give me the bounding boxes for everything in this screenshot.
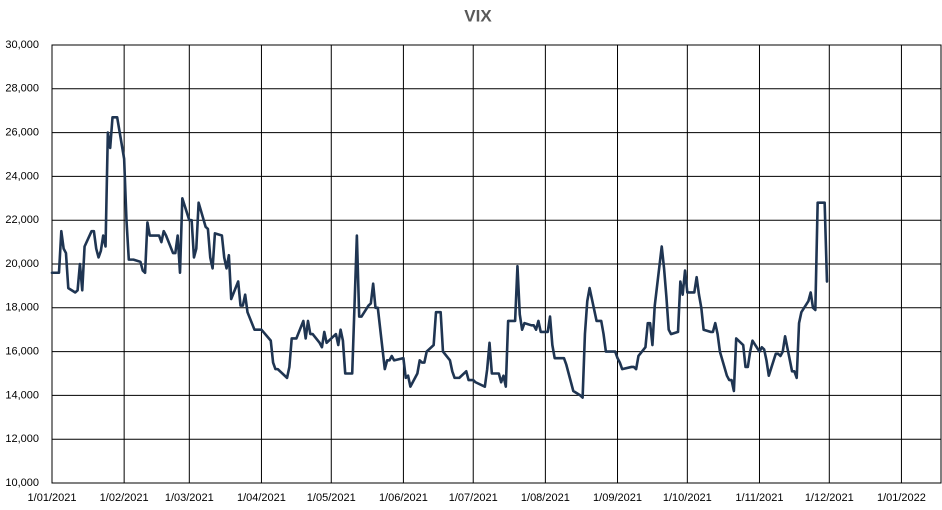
y-tick-label: 20,000 (5, 258, 39, 270)
x-tick-label: 1/03/2021 (165, 492, 214, 504)
y-tick-label: 10,000 (5, 477, 39, 489)
y-tick-label: 18,000 (5, 302, 39, 314)
x-tick-label: 1/01/2022 (877, 492, 926, 504)
y-tick-label: 30,000 (5, 39, 39, 51)
x-tick-label: 1/09/2021 (593, 492, 642, 504)
data-line (50, 115, 829, 399)
y-tick-label: 22,000 (5, 214, 39, 226)
x-tick-label: 1/05/2021 (307, 492, 356, 504)
x-tick-label: 1/07/2021 (449, 492, 498, 504)
y-tick-label: 14,000 (5, 389, 39, 401)
x-tick-label: 1/10/2021 (663, 492, 712, 504)
y-tick-label: 26,000 (5, 127, 39, 139)
plot-frame (51, 44, 942, 484)
y-tick-label: 12,000 (5, 433, 39, 445)
x-tick-label: 1/04/2021 (237, 492, 286, 504)
x-tick-label: 1/12/2021 (805, 492, 854, 504)
y-tick-label: 24,000 (5, 170, 39, 182)
x-tick-label: 1/08/2021 (521, 492, 570, 504)
y-tick-label: 28,000 (5, 83, 39, 95)
x-tick-label: 1/06/2021 (379, 492, 428, 504)
chart-title: VIX (464, 6, 492, 25)
x-tick-label: 1/02/2021 (100, 492, 149, 504)
y-tick-label: 16,000 (5, 346, 39, 358)
x-tick-label: 1/11/2021 (735, 492, 783, 504)
x-tick-label: 1/01/2021 (28, 492, 77, 504)
